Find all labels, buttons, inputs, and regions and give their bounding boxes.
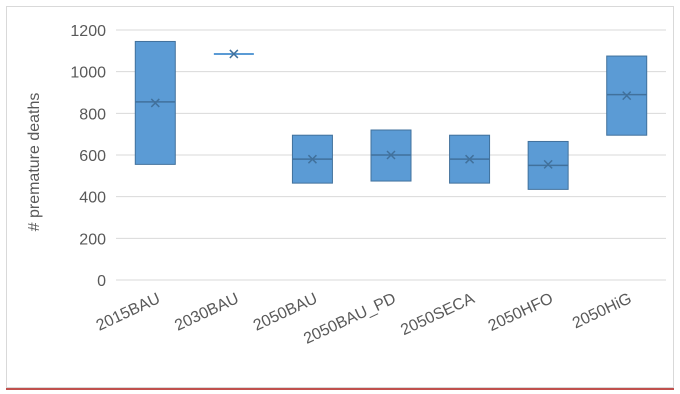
box-2050bau_pd xyxy=(370,129,412,182)
y-tick-label: 200 xyxy=(79,231,106,248)
gridlines xyxy=(116,29,666,281)
box-2050hig xyxy=(606,55,648,136)
x-tick-label: 2050SECA xyxy=(398,290,477,339)
y-tick-label: 1000 xyxy=(70,65,106,82)
box-2015bau xyxy=(134,40,176,165)
y-tick-label: 800 xyxy=(79,106,106,123)
box-2050bau xyxy=(291,134,333,184)
mean-marker xyxy=(622,91,632,101)
box-2050seca xyxy=(449,134,491,184)
chart-frame: 0 200 400 600 800 1000 1200 2015BAU 2030BAU 2050… xyxy=(6,6,674,388)
y-tick-label: 600 xyxy=(79,148,106,165)
mean-marker xyxy=(307,154,317,164)
box-2030bau xyxy=(213,49,254,59)
data-boxes xyxy=(134,40,648,190)
bottom-accent-rule xyxy=(6,388,674,390)
y-tick-label: 400 xyxy=(79,190,106,207)
x-tick-label: 2050HiG xyxy=(570,290,634,332)
x-tick-label: 2050HFO xyxy=(486,290,556,335)
x-tick-label: 2015BAU xyxy=(94,290,163,334)
mean-marker xyxy=(150,98,160,108)
box-2050hfo xyxy=(527,140,569,190)
x-tick-label: 2030BAU xyxy=(172,290,241,334)
y-axis-label: # premature deaths xyxy=(26,93,43,232)
y-tick-label: 1200 xyxy=(70,23,106,40)
y-tick-label: 0 xyxy=(97,273,106,290)
mean-marker xyxy=(543,159,553,169)
mean-marker xyxy=(465,154,475,164)
mean-marker xyxy=(386,150,396,160)
mean-marker xyxy=(229,49,239,59)
y-tick-labels: 0 200 400 600 800 1000 1200 xyxy=(70,23,106,290)
